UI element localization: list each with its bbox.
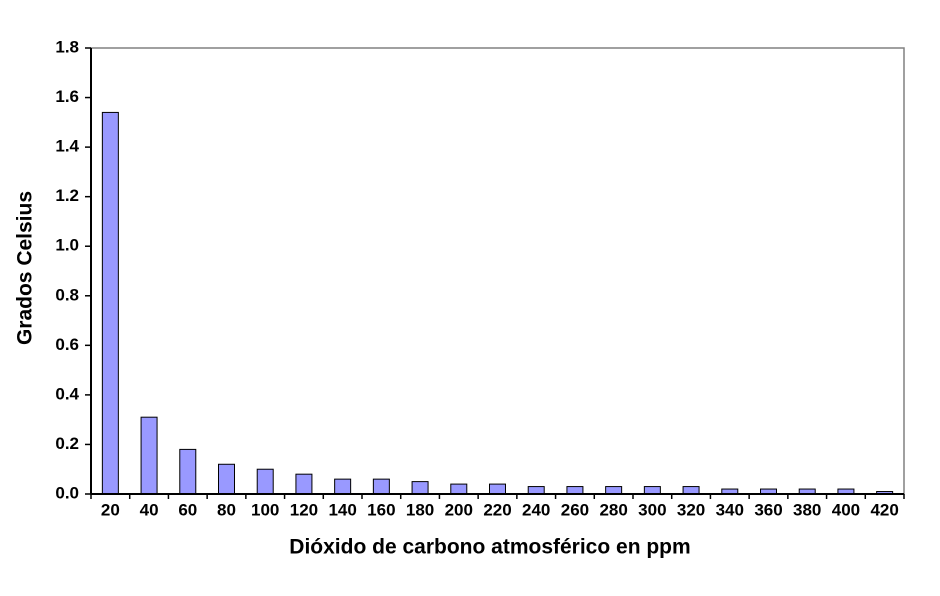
- x-tick-label: 160: [367, 500, 395, 519]
- y-tick-label: 0.4: [55, 384, 79, 403]
- x-tick-label: 260: [561, 500, 589, 519]
- x-tick-label: 80: [217, 500, 236, 519]
- x-tick-label: 420: [870, 500, 898, 519]
- y-tick-label: 1.0: [55, 236, 79, 255]
- bar: [372, 478, 390, 495]
- bar: [101, 111, 119, 495]
- bar: [450, 483, 468, 495]
- x-tick-label: 280: [599, 500, 627, 519]
- x-tick-label: 360: [754, 500, 782, 519]
- bar: [218, 463, 235, 495]
- bar: [179, 448, 197, 495]
- y-tick-label: 1.4: [55, 137, 79, 156]
- y-tick-label: 1.2: [55, 186, 79, 205]
- bar: [605, 486, 623, 495]
- y-tick-label: 1.8: [55, 37, 79, 56]
- x-tick-label: 120: [290, 500, 318, 519]
- x-tick-label: 20: [101, 500, 120, 519]
- bar: [643, 486, 661, 495]
- bar: [256, 468, 274, 495]
- bar: [566, 486, 584, 495]
- bar: [682, 486, 700, 495]
- x-axis-title: Dióxido de carbono atmosférico en ppm: [289, 536, 690, 559]
- x-tick-label: 340: [716, 500, 744, 519]
- bar: [411, 481, 429, 495]
- bar: [140, 416, 158, 495]
- x-tick-label: 180: [406, 500, 434, 519]
- x-tick-label: 320: [677, 500, 705, 519]
- x-tick-label: 200: [445, 500, 473, 519]
- bar: [527, 486, 545, 495]
- y-tick-label: 0.2: [55, 434, 79, 453]
- y-tick-label: 0.6: [55, 335, 79, 354]
- y-tick-label: 0.8: [55, 285, 79, 304]
- x-tick-label: 60: [178, 500, 197, 519]
- x-tick-label: 240: [522, 500, 550, 519]
- x-tick-label: 40: [140, 500, 159, 519]
- x-tick-label: 380: [793, 500, 821, 519]
- bar: [334, 478, 352, 495]
- x-tick-label: 300: [638, 500, 666, 519]
- y-tick-label: 0.0: [55, 483, 79, 502]
- plot-frame: [90, 47, 905, 495]
- x-tick-label: 220: [483, 500, 511, 519]
- x-tick-label: 100: [251, 500, 279, 519]
- bar: [489, 483, 506, 495]
- x-tick-label: 140: [328, 500, 356, 519]
- bar: [295, 473, 313, 495]
- y-axis-title: Grados Celsius: [14, 191, 37, 345]
- x-tick-label: 400: [832, 500, 860, 519]
- y-tick-label: 1.6: [55, 87, 79, 106]
